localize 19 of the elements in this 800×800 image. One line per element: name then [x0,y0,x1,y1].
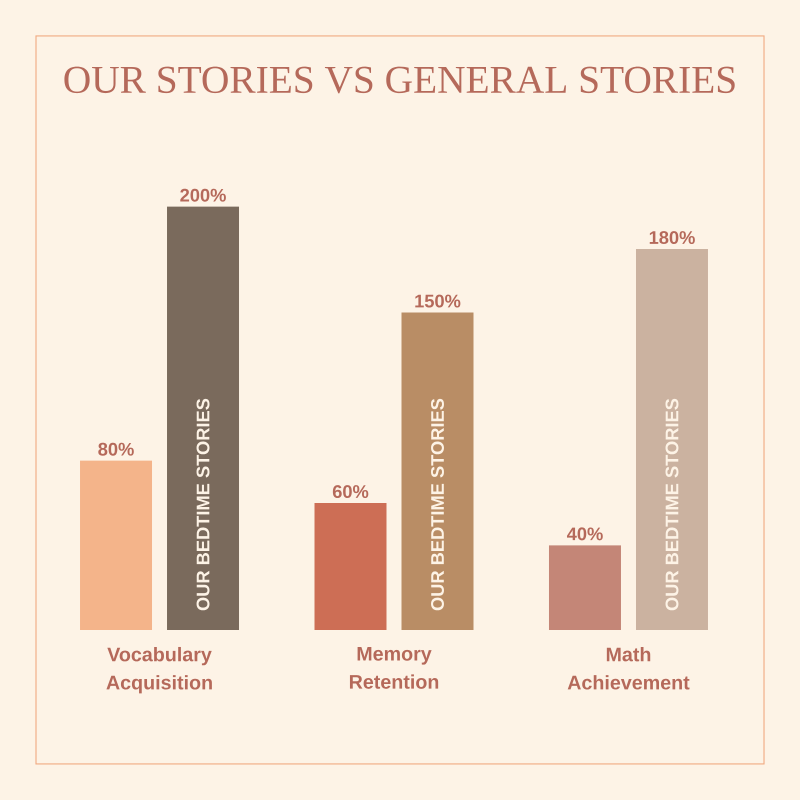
data-label: 180% [650,231,695,244]
data-label: 150% [415,294,460,308]
text: OUR BEDTIME STORIES [431,398,444,610]
bar [548,545,621,630]
chart-title: OUR STORIES VS GENERAL STORIES [64,66,735,94]
data-label: 80% [98,442,134,456]
bar [402,312,474,630]
x-tick-label: Memory Retention [350,646,438,689]
bar [167,206,240,630]
x-tick-label: Vocabulary Acquisition [106,646,212,694]
data-label: 200% [180,188,226,202]
bar [80,460,152,630]
bar [314,503,386,630]
bar [636,248,708,630]
data-label: 40% [566,527,603,540]
series-label: OUR BEDTIME STORIES [196,398,210,610]
data-label: 60% [332,485,368,498]
x-tick-label: Math Achievement [568,646,690,690]
text: OUR BEDTIME STORIES [666,398,678,610]
